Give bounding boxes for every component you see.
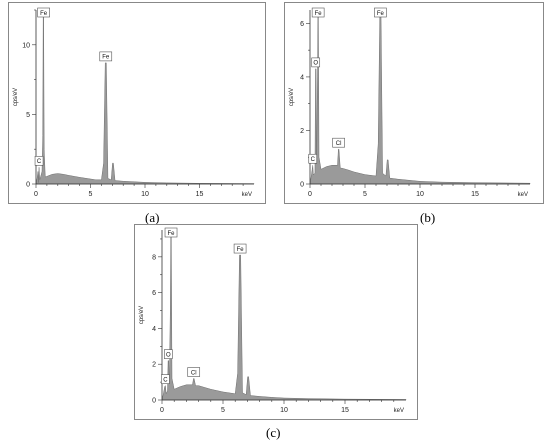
x-axis-label: keV [394,408,404,414]
peak-label: Fe [168,231,176,237]
x-axis-label: keV [242,192,252,198]
x-tick-label: 15 [341,407,349,414]
y-tick-label: 6 [152,290,156,297]
y-axis-label: cps/eV [139,306,145,324]
eds-panel-c: 0 5 10 15 0 2 4 6 8 keV cps/eV Fe Fe O Cl C [134,224,418,420]
eds-panel-b: 0 5 10 15 0 2 4 6 keV cps/eV Fe Fe O Cl C [284,2,544,204]
y-tick-label: 2 [152,362,156,369]
y-tick-label: 4 [300,74,304,81]
y-tick-label: 8 [152,254,156,261]
peak-label: C [163,377,168,383]
x-axis-label: keV [518,192,528,198]
peak-label: Fe [40,11,48,17]
peak-label: Fe [315,11,323,17]
peak-label-box [161,374,170,384]
y-tick-label: 5 [26,112,30,119]
spectrum-area [161,229,407,401]
panel-caption-b: (b) [420,210,436,225]
x-tick-label: 5 [221,407,225,414]
x-tick-label: 10 [141,191,149,198]
x-tick-label: 15 [471,191,479,198]
eds-spectrum-c: 0 5 10 15 0 2 4 6 8 keV cps/eV Fe Fe O Cl C [134,224,418,420]
panel-caption-a: (a) [145,210,160,225]
x-tick-label: 0 [34,191,38,198]
peak-label-box [99,51,113,62]
peak-label-box [311,7,325,18]
panel-frame [8,2,266,204]
peak-label: O [166,352,171,358]
peak-label-box [332,137,345,148]
spectrum-area [309,9,531,185]
y-tick-label: 0 [152,398,156,405]
x-tick-label: 5 [89,191,93,198]
y-axis-label: cps/eV [13,88,19,106]
y-tick-label: 4 [152,326,156,333]
peak-label-box [187,367,201,377]
peak-label: Fe [102,55,110,61]
peak-label: Fe [377,11,385,17]
peak-label-box [311,57,321,68]
eds-spectrum-b: 0 5 10 15 0 2 4 6 keV cps/eV Fe Fe O Cl C [284,2,544,204]
x-tick-label: 10 [416,191,424,198]
x-tick-label: 10 [280,407,288,414]
x-tick-label: 15 [196,191,204,198]
peak-label: C [37,159,42,165]
peak-label-box [374,7,387,18]
eds-spectrum-a: 0 5 10 15 0 5 10 keV cps/eV Fe Fe C [8,2,266,204]
peak-label: O [313,61,318,67]
peak-label: Cl [191,370,197,376]
x-tick-label: 0 [160,407,164,414]
peak-label: Cl [336,141,342,147]
peak-label: C [311,157,316,163]
x-tick-label: 5 [363,191,367,198]
y-tick-label: 6 [300,21,304,28]
peak-label: Fe [237,247,245,253]
peak-label-box [308,153,318,164]
peak-label-box [164,349,173,359]
y-tick-label: 2 [300,128,304,135]
peak-label-box [37,7,50,18]
panel-caption-c: (c) [266,425,281,440]
y-tick-label: 10 [22,42,30,49]
x-tick-label: 0 [308,191,312,198]
peak-label-box [233,243,247,254]
peak-label-box [34,155,44,166]
peak-label-box [164,227,178,238]
y-tick-label: 0 [300,182,304,189]
y-tick-label: 0 [26,182,30,189]
y-axis-label: cps/eV [289,88,295,106]
eds-panel-a: 0 5 10 15 0 5 10 keV cps/eV Fe Fe C [8,2,266,204]
